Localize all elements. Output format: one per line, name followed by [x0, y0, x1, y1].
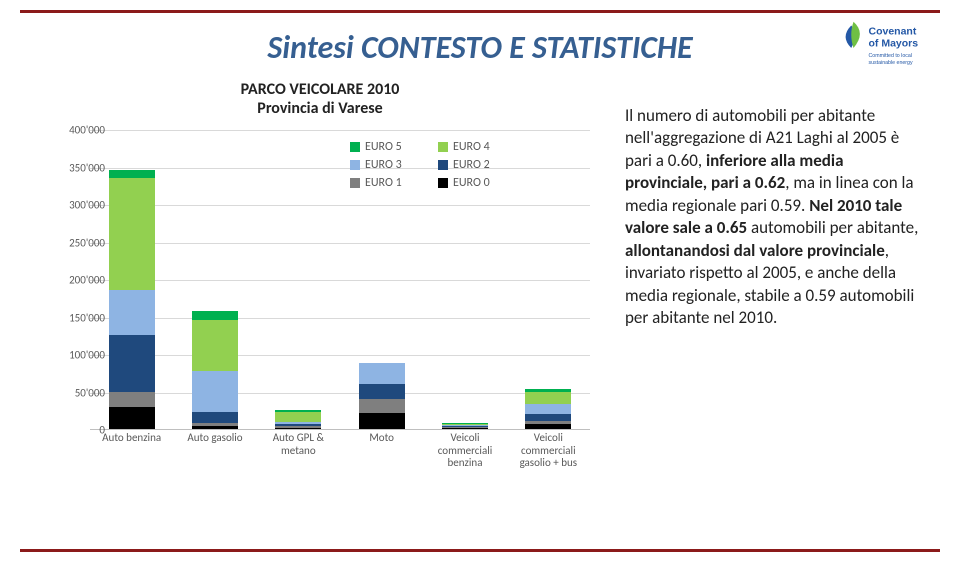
gridline: [90, 130, 590, 131]
ytick: 200'000: [55, 274, 105, 287]
chart-title: PARCO VEICOLARE 2010 Provincia di Varese: [30, 80, 610, 118]
gridline: [90, 355, 590, 356]
bar-segment: [192, 426, 238, 429]
bar-segment: [525, 414, 571, 421]
bar-segment: [275, 410, 321, 412]
bar-segment: [525, 404, 571, 415]
bar-segment: [109, 290, 155, 335]
gridline: [90, 205, 590, 206]
ytick: 300'000: [55, 199, 105, 212]
bar-segment: [275, 428, 321, 430]
bar-segment: [442, 428, 488, 430]
bar-segment: [359, 363, 405, 384]
bar-segment: [192, 423, 238, 426]
ytick: 150'000: [55, 311, 105, 324]
xtick: Auto GPL &metano: [262, 432, 334, 457]
bar-segment: [442, 425, 488, 426]
bar-segment: [109, 178, 155, 291]
legend-label: EURO 1: [365, 176, 402, 190]
legend-item: EURO 1: [350, 176, 420, 190]
xtick: Veicolicommercialigasolio + bus: [512, 432, 584, 470]
legend-swatch: [438, 178, 448, 188]
xtick: Veicolicommercialibenzina: [429, 432, 501, 470]
xtick: Moto: [346, 432, 418, 445]
bar-segment: [192, 311, 238, 320]
bar-segment: [442, 423, 488, 424]
rule-top: [20, 10, 940, 13]
legend-label: EURO 4: [453, 140, 490, 154]
legend-item: EURO 0: [438, 176, 508, 190]
bar-segment: [109, 392, 155, 407]
legend: EURO 5 EURO 4 EURO 3 EURO 2 EURO 1 EURO 0: [350, 140, 530, 194]
ytick: 350'000: [55, 161, 105, 174]
bar-segment: [359, 384, 405, 399]
bar-segment: [275, 422, 321, 424]
ytick: 400'000: [55, 124, 105, 137]
svg-text:Committed to local: Committed to local: [869, 53, 912, 59]
legend-item: EURO 4: [438, 140, 508, 154]
chart: PARCO VEICOLARE 2010 Provincia di Varese…: [30, 80, 610, 520]
legend-item: EURO 5: [350, 140, 420, 154]
legend-swatch: [350, 142, 360, 152]
legend-label: EURO 5: [365, 140, 402, 154]
legend-label: EURO 0: [453, 176, 490, 190]
gridline: [90, 318, 590, 319]
side-text: Il numero di automobili per abitante nel…: [625, 105, 925, 329]
xtick: Auto benzina: [96, 432, 168, 445]
bar-segment: [109, 170, 155, 178]
legend-swatch: [438, 160, 448, 170]
legend-label: EURO 2: [453, 158, 490, 172]
gridline: [90, 243, 590, 244]
bar-segment: [525, 392, 571, 404]
page-title: Sintesi CONTESTO E STATISTICHE: [0, 28, 960, 67]
bar-segment: [275, 412, 321, 423]
legend-label: EURO 3: [365, 158, 402, 172]
bar-segment: [275, 424, 321, 426]
gridline: [90, 280, 590, 281]
ytick: 250'000: [55, 236, 105, 249]
bar-segment: [442, 425, 488, 426]
bar-segment: [275, 426, 321, 427]
svg-text:Covenant: Covenant: [869, 26, 917, 38]
svg-text:of Mayors: of Mayors: [869, 38, 919, 50]
bar-segment: [192, 371, 238, 412]
rule-bottom: [20, 549, 940, 552]
bar-segment: [359, 399, 405, 413]
bar-segment: [192, 412, 238, 423]
covenant-logo: Covenant of Mayors Committed to local su…: [840, 18, 930, 78]
bar-segment: [109, 335, 155, 391]
legend-item: EURO 2: [438, 158, 508, 172]
svg-text:sustainable energy: sustainable energy: [869, 60, 913, 66]
bar-segment: [359, 413, 405, 430]
bar-segment: [525, 424, 571, 429]
legend-swatch: [350, 178, 360, 188]
bar-segment: [109, 407, 155, 430]
ytick: 100'000: [55, 349, 105, 362]
legend-swatch: [438, 142, 448, 152]
xtick: Auto gasolio: [179, 432, 251, 445]
legend-swatch: [350, 160, 360, 170]
bar-segment: [525, 389, 571, 392]
legend-item: EURO 3: [350, 158, 420, 172]
gridline: [90, 393, 590, 394]
ytick: 50'000: [55, 386, 105, 399]
bar-segment: [442, 427, 488, 428]
bar-segment: [525, 421, 571, 424]
bar-segment: [192, 320, 238, 371]
